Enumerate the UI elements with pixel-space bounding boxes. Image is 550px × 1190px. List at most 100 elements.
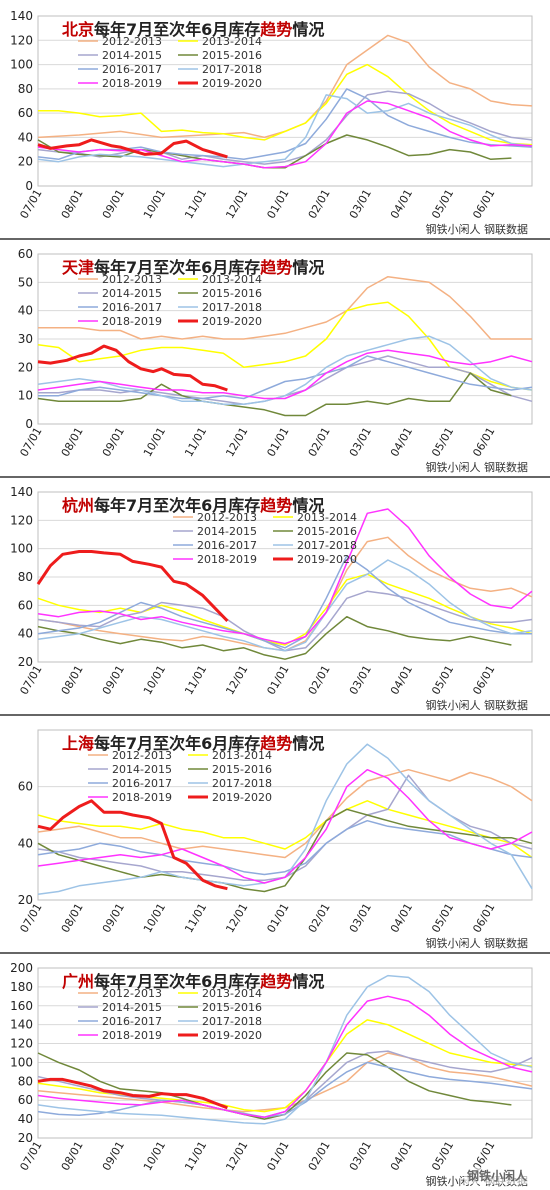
x-tick-label: 01/01 bbox=[264, 425, 291, 459]
x-tick-label: 05/01 bbox=[429, 1139, 456, 1173]
legend-label: 2018-2019 bbox=[102, 77, 162, 90]
x-tick-label: 02/01 bbox=[306, 1139, 333, 1173]
footer-watermark: 钢铁小闲人 bbox=[463, 1167, 530, 1184]
series-line-2018-2019 bbox=[37, 995, 533, 1118]
legend-label: 2017-2018 bbox=[297, 539, 357, 552]
x-tick-label: 02/01 bbox=[306, 663, 333, 697]
plot-frame bbox=[37, 15, 533, 187]
series-line-2016-2017 bbox=[38, 355, 533, 400]
x-tick-label: 08/01 bbox=[59, 901, 86, 935]
x-tick-label: 08/01 bbox=[59, 425, 86, 459]
title-city: 天津 bbox=[62, 258, 94, 277]
title-suffix: 情况 bbox=[292, 258, 324, 277]
legend-label: 2018-2019 bbox=[102, 1029, 162, 1042]
chart-panel-1: 0 10 20 30 40 50 60 07/01 08/01 09/01 10/01 11/01 12… bbox=[0, 238, 550, 476]
x-tick-label: 04/01 bbox=[388, 901, 415, 935]
legend-label: 2012-2013 bbox=[102, 273, 162, 286]
title-prefix: 每年7月至次年6月库存 bbox=[94, 734, 260, 753]
y-tick-label: 20 bbox=[18, 655, 33, 669]
series-line-2019-2020 bbox=[37, 1077, 228, 1110]
legend-label: 2019-2020 bbox=[202, 1029, 262, 1042]
legend-label: 2016-2017 bbox=[102, 1015, 162, 1028]
legend-label: 2014-2015 bbox=[112, 763, 172, 776]
x-tick-label: 02/01 bbox=[306, 901, 333, 935]
x-tick-label: 06/01 bbox=[470, 663, 497, 697]
chart-title: 广州每年7月至次年6月库存趋势情况 bbox=[62, 972, 324, 991]
series-line-2016-2017 bbox=[37, 88, 533, 161]
x-tick-label: 08/01 bbox=[59, 663, 86, 697]
x-tick-label: 10/01 bbox=[141, 187, 168, 221]
legend-label: 2014-2015 bbox=[102, 1001, 162, 1014]
x-tick-label: 10/01 bbox=[141, 425, 168, 459]
y-tick-label: 0 bbox=[25, 179, 33, 193]
chart-panel-0: 0 20 40 60 80 100 120 140 07/01 08/01 09/01 10/01 11… bbox=[0, 0, 550, 238]
watermark-text: 钢铁小闲人 钢联数据 bbox=[426, 222, 529, 236]
series-line-2015-2016 bbox=[37, 372, 512, 417]
legend-label: 2016-2017 bbox=[112, 777, 172, 790]
x-tick-label: 04/01 bbox=[388, 425, 415, 459]
x-tick-label: 06/01 bbox=[470, 901, 497, 935]
x-tick-label: 01/01 bbox=[264, 663, 291, 697]
x-tick-label: 03/01 bbox=[347, 425, 374, 459]
x-tick-label: 02/01 bbox=[306, 187, 333, 221]
series-line-2015-2016 bbox=[37, 615, 512, 660]
y-tick-label: 80 bbox=[18, 82, 33, 96]
x-tick-label: 12/01 bbox=[223, 663, 250, 697]
x-tick-label: 06/01 bbox=[470, 425, 497, 459]
legend-label: 2013-2014 bbox=[202, 273, 262, 286]
series-line-2017-2018 bbox=[37, 559, 533, 652]
title-prefix: 每年7月至次年6月库存 bbox=[94, 258, 260, 277]
x-tick-label: 04/01 bbox=[388, 1139, 415, 1173]
y-tick-label: 140 bbox=[10, 9, 33, 23]
y-tick-label: 20 bbox=[18, 360, 33, 374]
series-line-2013-2014 bbox=[37, 800, 533, 859]
x-tick-label: 03/01 bbox=[347, 901, 374, 935]
y-tick-label: 40 bbox=[18, 130, 33, 144]
y-tick-label: 120 bbox=[10, 1037, 33, 1051]
y-tick-label: 140 bbox=[10, 1018, 33, 1032]
legend-label: 2018-2019 bbox=[112, 791, 172, 804]
legend-label: 2019-2020 bbox=[202, 315, 262, 328]
x-tick-label: 01/01 bbox=[264, 901, 291, 935]
series-line-2013-2014 bbox=[37, 1019, 533, 1113]
series-line-2017-2018 bbox=[37, 94, 533, 168]
legend-label: 2014-2015 bbox=[197, 525, 257, 538]
legend-label: 2015-2016 bbox=[202, 1001, 262, 1014]
x-tick-label: 11/01 bbox=[182, 901, 209, 935]
legend-label: 2019-2020 bbox=[297, 553, 357, 566]
y-tick-label: 80 bbox=[18, 570, 33, 584]
y-tick-label: 20 bbox=[18, 155, 33, 169]
chart-title: 上海每年7月至次年6月库存趋势情况 bbox=[62, 734, 324, 753]
x-tick-label: 08/01 bbox=[59, 187, 86, 221]
x-tick-label: 10/01 bbox=[141, 1139, 168, 1173]
x-tick-label: 05/01 bbox=[429, 425, 456, 459]
y-tick-label: 40 bbox=[18, 304, 33, 318]
y-tick-label: 40 bbox=[18, 1112, 33, 1126]
y-tick-label: 200 bbox=[10, 961, 33, 975]
title-suffix: 情况 bbox=[292, 20, 324, 39]
chart-panel-4: 20 40 60 80 100 120 140 160 180 200 07/01 08/01 09/0… bbox=[0, 952, 550, 1190]
legend-label: 2015-2016 bbox=[202, 287, 262, 300]
y-tick-label: 120 bbox=[10, 513, 33, 527]
y-tick-label: 40 bbox=[18, 836, 33, 850]
series-line-2016-2017 bbox=[37, 555, 532, 649]
y-tick-label: 10 bbox=[18, 389, 33, 403]
title-prefix: 每年7月至次年6月库存 bbox=[94, 496, 260, 515]
x-tick-label: 12/01 bbox=[223, 901, 250, 935]
title-suffix: 情况 bbox=[292, 496, 324, 515]
watermark-text: 钢铁小闲人 钢联数据 bbox=[426, 698, 529, 712]
title-prefix: 每年7月至次年6月库存 bbox=[94, 20, 260, 39]
x-tick-label: 01/01 bbox=[264, 187, 291, 221]
series-line-2019-2020 bbox=[36, 550, 229, 622]
legend-label: 2017-2018 bbox=[202, 63, 262, 76]
y-tick-label: 20 bbox=[18, 893, 33, 907]
x-tick-label: 03/01 bbox=[347, 1139, 374, 1173]
series-line-2015-2016 bbox=[37, 808, 533, 893]
series-line-2019-2020 bbox=[37, 138, 228, 159]
series-line-2012-2013 bbox=[38, 275, 532, 340]
legend-label: 2015-2016 bbox=[202, 49, 262, 62]
x-tick-label: 05/01 bbox=[429, 663, 456, 697]
title-city: 北京 bbox=[62, 20, 94, 39]
